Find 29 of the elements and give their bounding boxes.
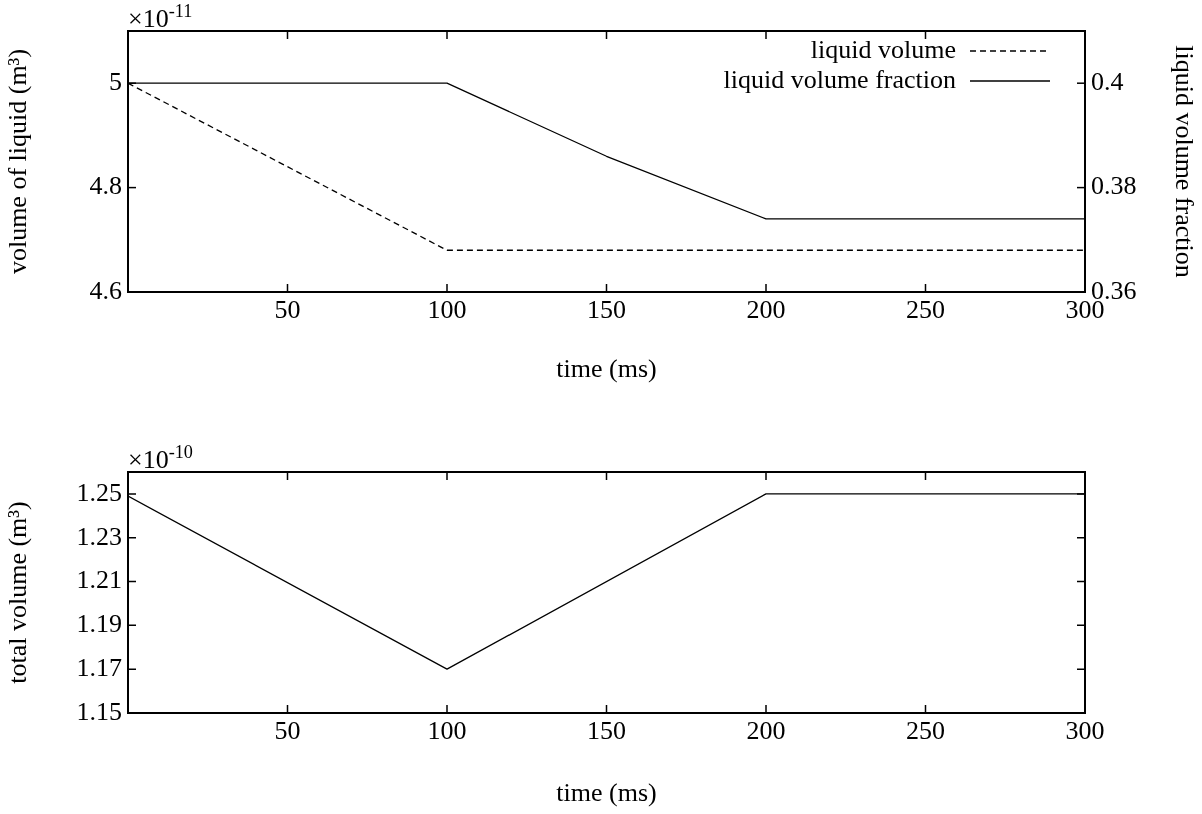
y2-axis-title: liquid volume fraction xyxy=(1169,45,1199,278)
y-tick-label: 1.15 xyxy=(76,696,122,726)
x-tick-label: 200 xyxy=(746,295,786,325)
y-tick-label: 1.17 xyxy=(76,653,122,683)
y-axis-title: total volume (m³) xyxy=(3,501,33,684)
y-tick-label: 1.23 xyxy=(76,521,122,551)
y-axis-title: volume of liquid (m³) xyxy=(3,48,33,275)
x-tick-label: 100 xyxy=(427,716,467,746)
y-tick-label: 1.19 xyxy=(76,609,122,639)
x-tick-label: 200 xyxy=(746,716,786,746)
y-tick-label: 1.21 xyxy=(76,565,122,595)
y-tick-label: 4.6 xyxy=(89,275,122,305)
x-axis-title: time (ms) xyxy=(556,354,657,384)
y2-tick-label: 0.38 xyxy=(1091,171,1137,201)
y-tick-label: 5 xyxy=(109,67,122,97)
y-tick-label: 1.25 xyxy=(76,477,122,507)
x-axis-title: time (ms) xyxy=(556,778,657,808)
x-tick-label: 300 xyxy=(1065,716,1105,746)
x-tick-label: 250 xyxy=(906,716,945,746)
x-tick-label: 250 xyxy=(906,295,945,325)
x-tick-label: 150 xyxy=(587,716,626,746)
x-tick-label: 150 xyxy=(587,295,626,325)
x-tick-label: 50 xyxy=(274,716,301,746)
y2-tick-label: 0.4 xyxy=(1091,67,1124,97)
x-tick-label: 100 xyxy=(427,295,467,325)
legend-label: liquid volume fraction xyxy=(723,64,956,94)
legend-label: liquid volume xyxy=(810,34,956,64)
y-tick-label: 4.8 xyxy=(89,171,122,201)
x-tick-label: 50 xyxy=(274,295,301,325)
